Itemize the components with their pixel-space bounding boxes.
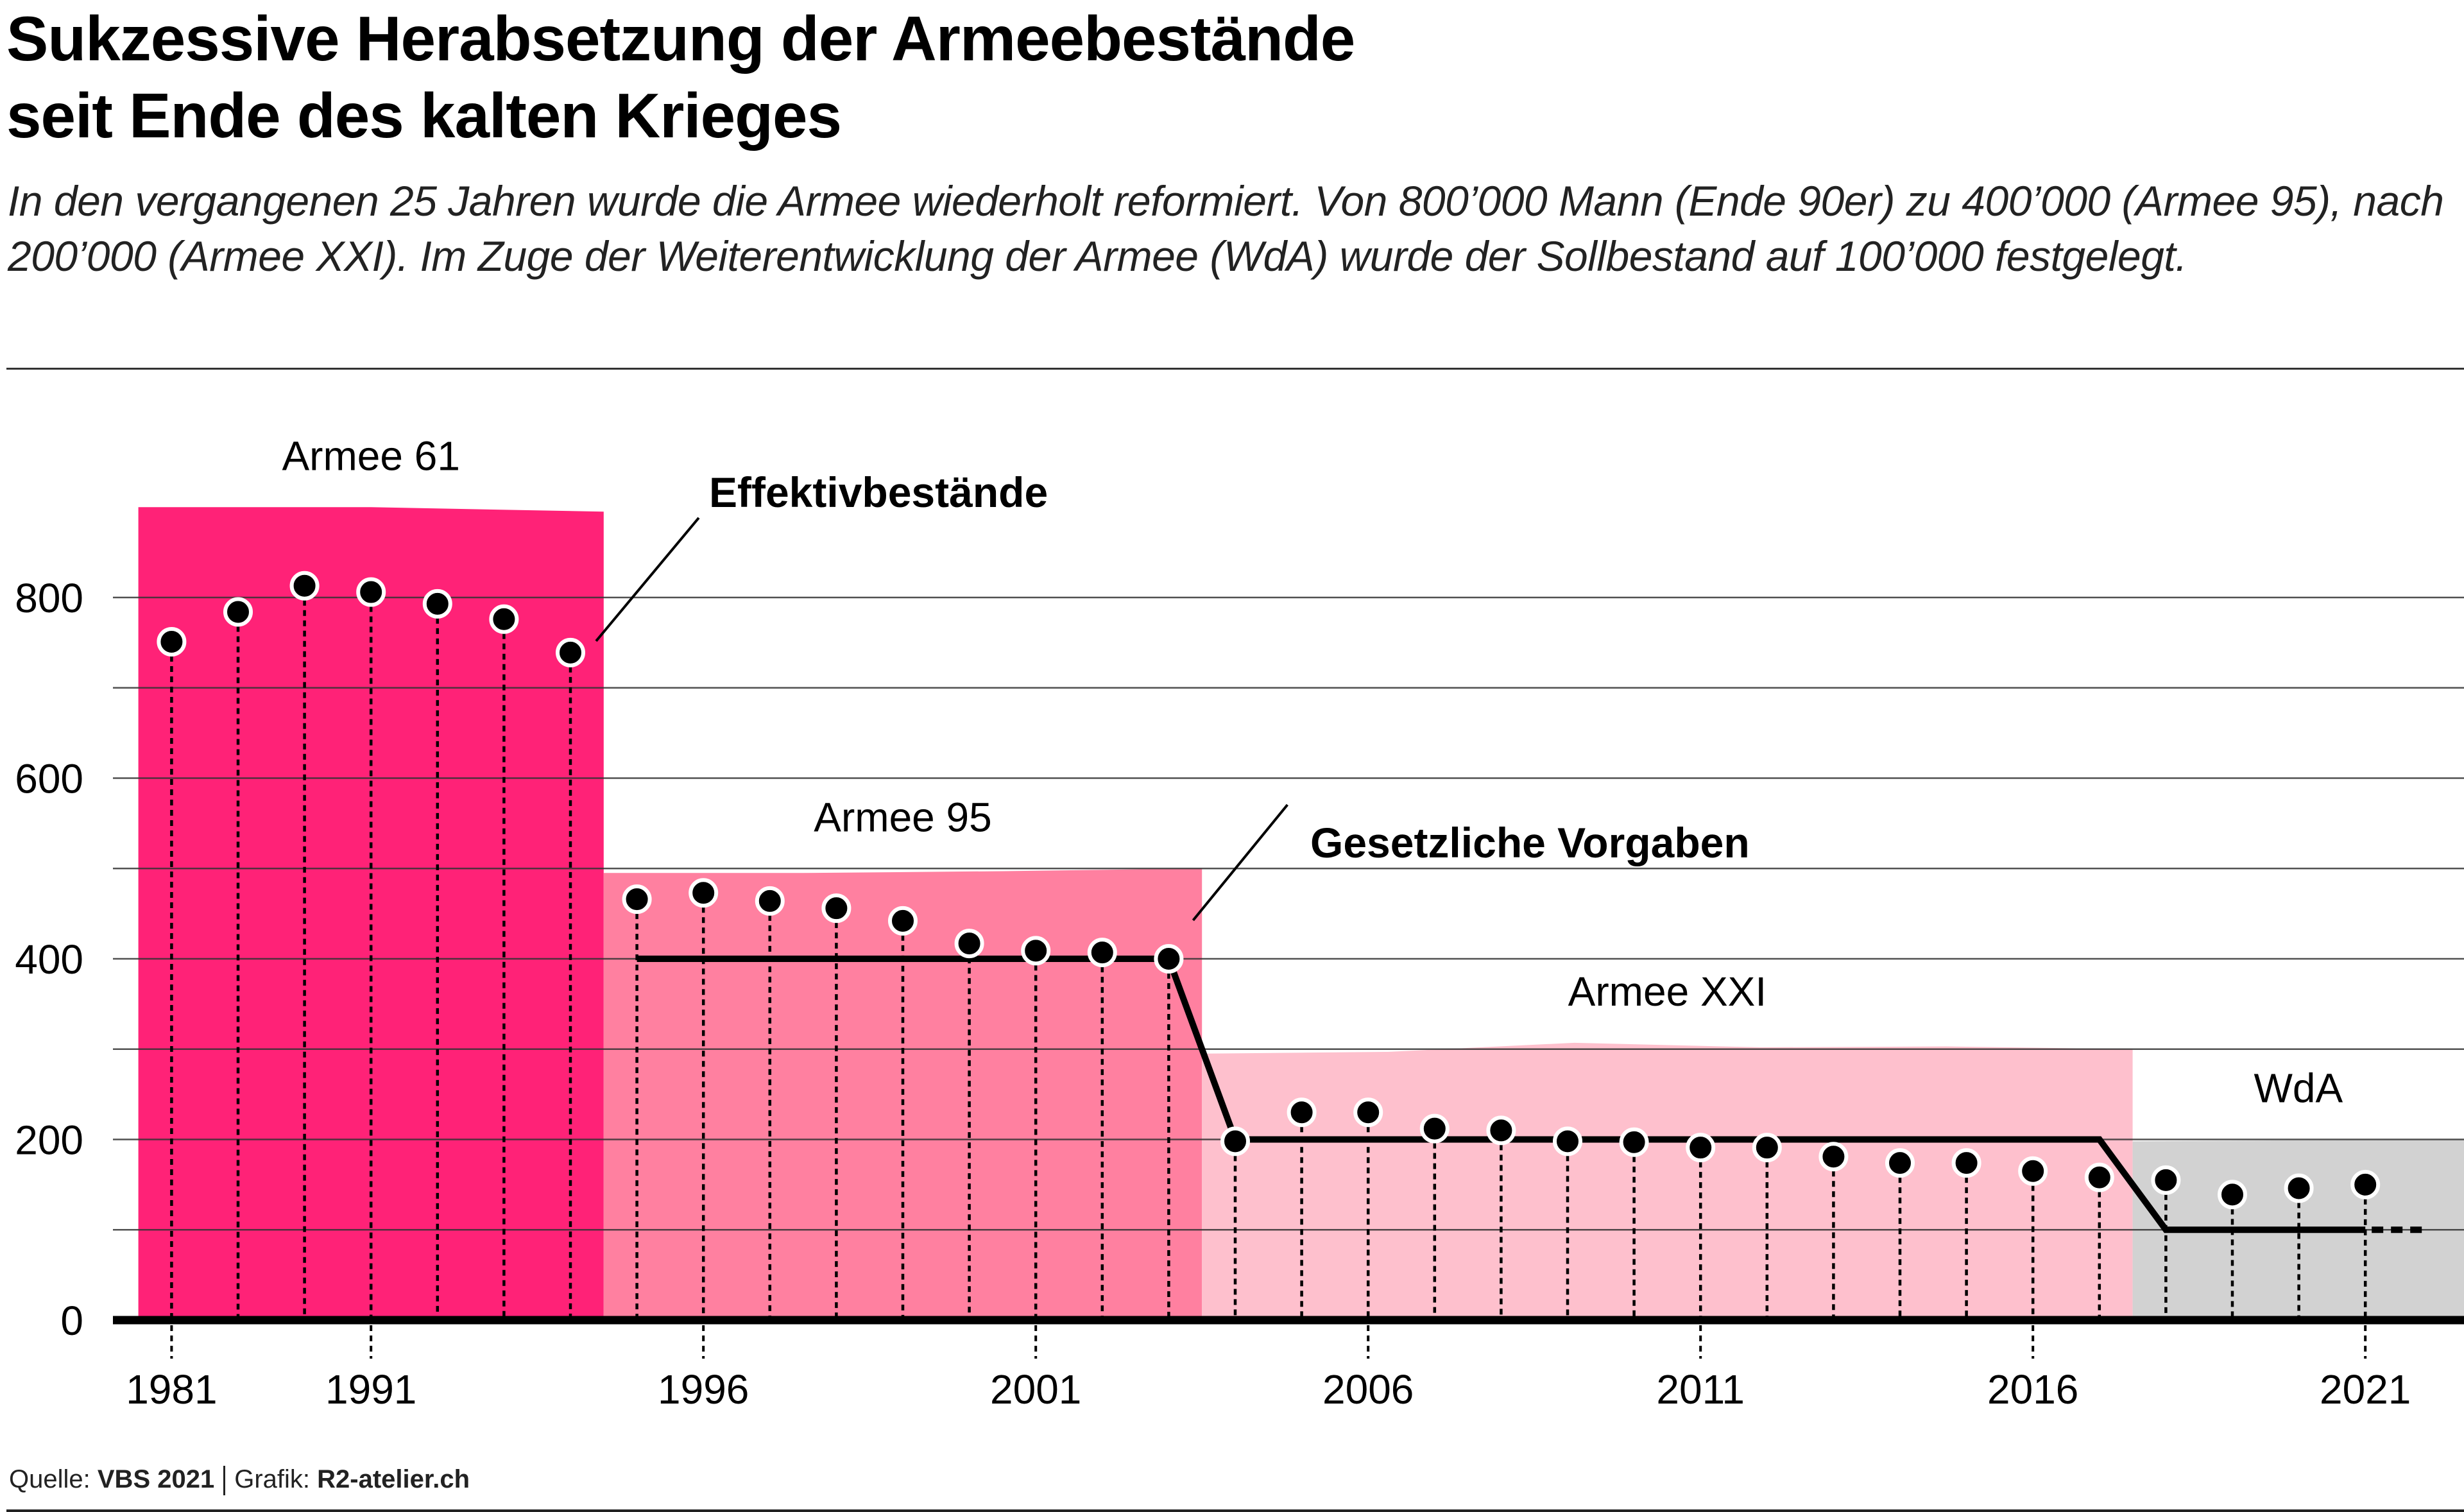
data-point <box>2350 1169 2381 1199</box>
data-point <box>1885 1148 1915 1178</box>
source-value: VBS 2021 <box>97 1465 215 1493</box>
y-tick-label: 400 <box>15 936 83 983</box>
bottom-divider <box>6 1509 2464 1512</box>
title-line-1: Sukzessive Herabsetzung der Armeebeständ… <box>6 3 1355 74</box>
data-point <box>157 626 187 657</box>
data-point <box>755 886 785 916</box>
data-point <box>1553 1126 1582 1156</box>
data-point <box>1686 1133 1716 1163</box>
x-tick-label: 2006 <box>1322 1366 1414 1413</box>
chart-title: Sukzessive Herabsetzung der Armeebeständ… <box>6 0 1355 154</box>
data-point <box>223 597 253 627</box>
era-labels: Armee 61 Armee 95 Armee XXI WdA <box>282 433 2343 1111</box>
data-point <box>622 884 652 915</box>
graphic-label: Grafik: <box>234 1465 311 1493</box>
data-point <box>1287 1097 1317 1128</box>
x-tick-label: 1991 <box>325 1366 416 1413</box>
x-tick-marks <box>170 1325 2367 1359</box>
era-band-armee-xxi <box>1202 1042 2133 1323</box>
vorgaben-leader-line <box>1192 803 1288 922</box>
era-band-armee-95 <box>603 868 1202 1323</box>
data-point <box>1220 1126 1250 1156</box>
axis-labels: 0 200 400 600 800 1981 1991 1996 2001 2006 2011 201… <box>15 575 2411 1413</box>
data-point <box>1486 1115 1516 1146</box>
data-point <box>1419 1113 1450 1144</box>
data-point <box>1154 944 1184 974</box>
graphic-value: R2-atelier.ch <box>317 1465 470 1493</box>
y-tick-label: 800 <box>15 575 83 621</box>
data-point <box>1353 1097 1383 1128</box>
data-point <box>356 577 386 607</box>
data-point <box>1087 938 1117 968</box>
x-tick-label: 2011 <box>1656 1366 1745 1413</box>
era-label-armee-xxi: Armee XXI <box>1568 968 1767 1015</box>
title-line-2: seit Ende des kalten Krieges <box>6 80 842 151</box>
data-point <box>1021 936 1051 966</box>
vorgaben-line-path <box>637 956 2366 1233</box>
data-point <box>2084 1162 2114 1192</box>
x-tick-label: 2001 <box>990 1366 1081 1413</box>
top-divider <box>6 368 2464 370</box>
y-tick-label: 0 <box>60 1298 83 1344</box>
era-label-armee-95: Armee 95 <box>814 794 991 840</box>
source-label: Quelle: <box>9 1465 90 1493</box>
data-point <box>489 604 519 634</box>
annotation-effektivbestaende: Effektivbestände <box>709 468 1048 516</box>
vorgaben-line <box>637 956 2426 1233</box>
data-point <box>1951 1148 1981 1178</box>
data-point <box>556 637 585 667</box>
y-tick-label: 600 <box>15 756 83 802</box>
y-tick-label: 200 <box>15 1117 83 1164</box>
data-point <box>1818 1142 1849 1172</box>
effektiv-leader-line <box>595 517 700 642</box>
annotations: Effektivbestände Gesetzliche Vorgaben <box>595 468 1750 922</box>
data-point <box>422 588 452 619</box>
data-point <box>821 893 851 924</box>
data-point <box>2218 1180 2247 1210</box>
footer-credits: Quelle: VBS 2021 Grafik: R2-atelier.ch <box>9 1465 470 1496</box>
effektiv-points <box>157 571 2381 1210</box>
x-tick-label: 2021 <box>2320 1366 2411 1413</box>
data-point <box>1752 1133 1782 1163</box>
x-tick-label: 1996 <box>658 1366 749 1413</box>
era-label-armee-61: Armee 61 <box>282 433 459 479</box>
annotation-gesetzliche-vorgaben: Gesetzliche Vorgaben <box>1310 819 1750 866</box>
data-point <box>2284 1173 2314 1203</box>
data-point <box>689 878 719 908</box>
x-tick-label: 2016 <box>1987 1366 2078 1413</box>
x-tick-label: 1981 <box>126 1366 217 1413</box>
data-point <box>289 571 320 601</box>
data-point <box>888 906 918 936</box>
footer-separator <box>223 1466 226 1496</box>
data-point <box>2018 1156 2048 1186</box>
point-stems <box>170 599 2367 1316</box>
data-point <box>2151 1165 2181 1195</box>
data-point <box>1619 1127 1649 1157</box>
data-point <box>954 929 984 959</box>
era-label-wda: WdA <box>2254 1065 2343 1112</box>
chart-subtitle: In den vergangenen 25 Jahren wurde die A… <box>8 177 2444 280</box>
